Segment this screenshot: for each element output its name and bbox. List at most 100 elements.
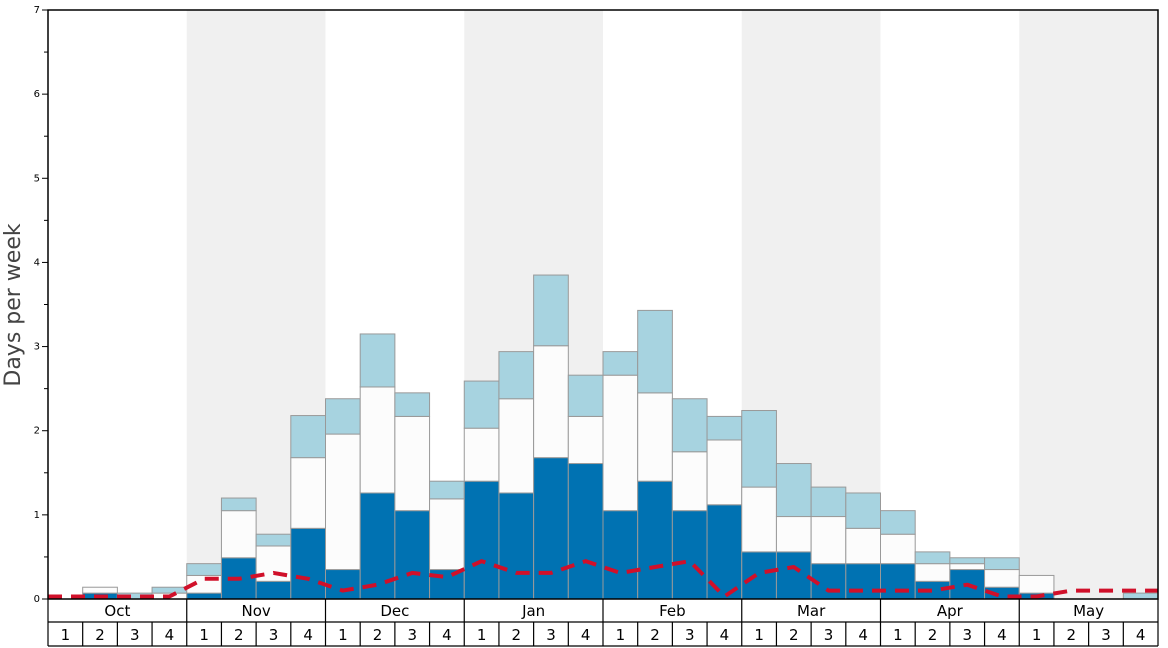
bar-segment <box>706 415 743 441</box>
month-label-apr: Apr <box>937 602 964 620</box>
week-label: 4 <box>997 626 1007 644</box>
bar-segment <box>186 563 222 576</box>
week-label: 3 <box>685 626 695 644</box>
bar-segment <box>498 492 535 600</box>
bar-segment <box>637 480 673 600</box>
week-label: 1 <box>338 626 348 644</box>
week-label: 3 <box>824 626 834 644</box>
bar-segment <box>706 504 743 600</box>
week-label: 3 <box>962 626 972 644</box>
y-tick-label: 1 <box>34 510 40 521</box>
week-label: 1 <box>61 626 71 644</box>
bar-segment <box>602 351 639 376</box>
y-axis: 0 1 2 3 4 5 6 7 <box>34 5 48 605</box>
bar-segment <box>880 533 916 565</box>
bar-segment <box>255 533 292 547</box>
week-label: 2 <box>789 626 799 644</box>
y-tick-label: 2 <box>34 426 40 437</box>
bar-segment <box>949 557 986 565</box>
bar-segment <box>775 463 812 518</box>
month-label-feb: Feb <box>659 602 686 620</box>
bar-segment <box>810 486 847 518</box>
bar-segment <box>429 480 465 500</box>
bar-segment <box>82 586 118 594</box>
bar-segment <box>290 457 326 529</box>
week-label: 2 <box>373 626 383 644</box>
week-label: 3 <box>546 626 556 644</box>
bar-segment <box>984 569 1020 588</box>
bar-segment <box>845 563 881 600</box>
bar-segment <box>463 427 500 482</box>
bar-segment <box>567 463 604 600</box>
bar-segment <box>394 392 431 417</box>
bar-segment <box>984 557 1020 571</box>
week-label: 1 <box>616 626 626 644</box>
week-label: 1 <box>199 626 209 644</box>
y-tick-label: 3 <box>34 342 40 353</box>
week-label: 1 <box>477 626 487 644</box>
bar-segment <box>359 492 396 600</box>
bar-segment <box>290 527 326 600</box>
bar-segment <box>394 415 431 512</box>
week-label: 2 <box>928 626 938 644</box>
week-label: 1 <box>754 626 764 644</box>
month-band-may <box>1019 10 1158 599</box>
week-label: 4 <box>1136 626 1146 644</box>
y-axis-label: Days per week <box>1 223 26 386</box>
week-label: 4 <box>442 626 452 644</box>
y-tick-label: 7 <box>34 5 40 16</box>
week-label: 2 <box>650 626 660 644</box>
week-label: 3 <box>407 626 417 644</box>
bar-segment <box>498 398 535 494</box>
bar-segment <box>325 569 361 600</box>
bar-segment <box>220 497 257 512</box>
bar-segment <box>671 510 708 600</box>
bar-segment <box>359 333 396 388</box>
bar-segment <box>359 386 396 494</box>
week-label: 1 <box>1032 626 1042 644</box>
week-label: 4 <box>581 626 591 644</box>
bar-segment <box>533 345 569 459</box>
bar-segment <box>741 410 777 488</box>
bar-segment <box>810 516 847 565</box>
bar-segment <box>463 380 500 429</box>
bar-segment <box>567 415 604 465</box>
week-label: 2 <box>95 626 105 644</box>
bar-segment <box>741 551 777 600</box>
week-label: 2 <box>234 626 244 644</box>
bar-segment <box>949 563 986 571</box>
week-label: 2 <box>512 626 522 644</box>
week-label: 4 <box>858 626 868 644</box>
bar-segment <box>671 398 708 453</box>
bar-segment <box>845 527 881 565</box>
week-label: 4 <box>303 626 313 644</box>
bar-segment <box>741 486 777 553</box>
bar-segment <box>775 551 812 600</box>
bar-segment <box>706 439 743 506</box>
week-label: 2 <box>1067 626 1077 644</box>
month-label-jan: Jan <box>521 602 545 620</box>
bar-segment <box>186 592 222 600</box>
bar-segment <box>914 563 951 582</box>
week-label: 3 <box>1101 626 1111 644</box>
month-label-nov: Nov <box>241 602 270 620</box>
week-label: 1 <box>893 626 903 644</box>
bar-segment <box>880 563 916 600</box>
bar-segment <box>671 451 708 512</box>
week-label: 3 <box>269 626 279 644</box>
bar-segment <box>533 457 569 600</box>
bar-segment <box>637 309 673 394</box>
bar-segment <box>567 374 604 417</box>
week-label: 3 <box>130 626 140 644</box>
bar-segment <box>325 398 361 435</box>
bar-segment <box>533 274 569 347</box>
bar-segment <box>498 351 535 400</box>
x-axis: Oct Nov Dec Jan Feb Mar Apr May 1 2 3 4 1 2 3 4 1 2 3 4 1 2 3 4… <box>47 599 1159 647</box>
bar-segment <box>775 516 812 553</box>
bar-segment <box>914 551 951 565</box>
y-tick-label: 4 <box>34 257 40 268</box>
bar-segment <box>151 586 188 594</box>
bar-segment <box>602 510 639 600</box>
bar-segment <box>463 480 500 600</box>
bar-segment <box>845 492 881 529</box>
